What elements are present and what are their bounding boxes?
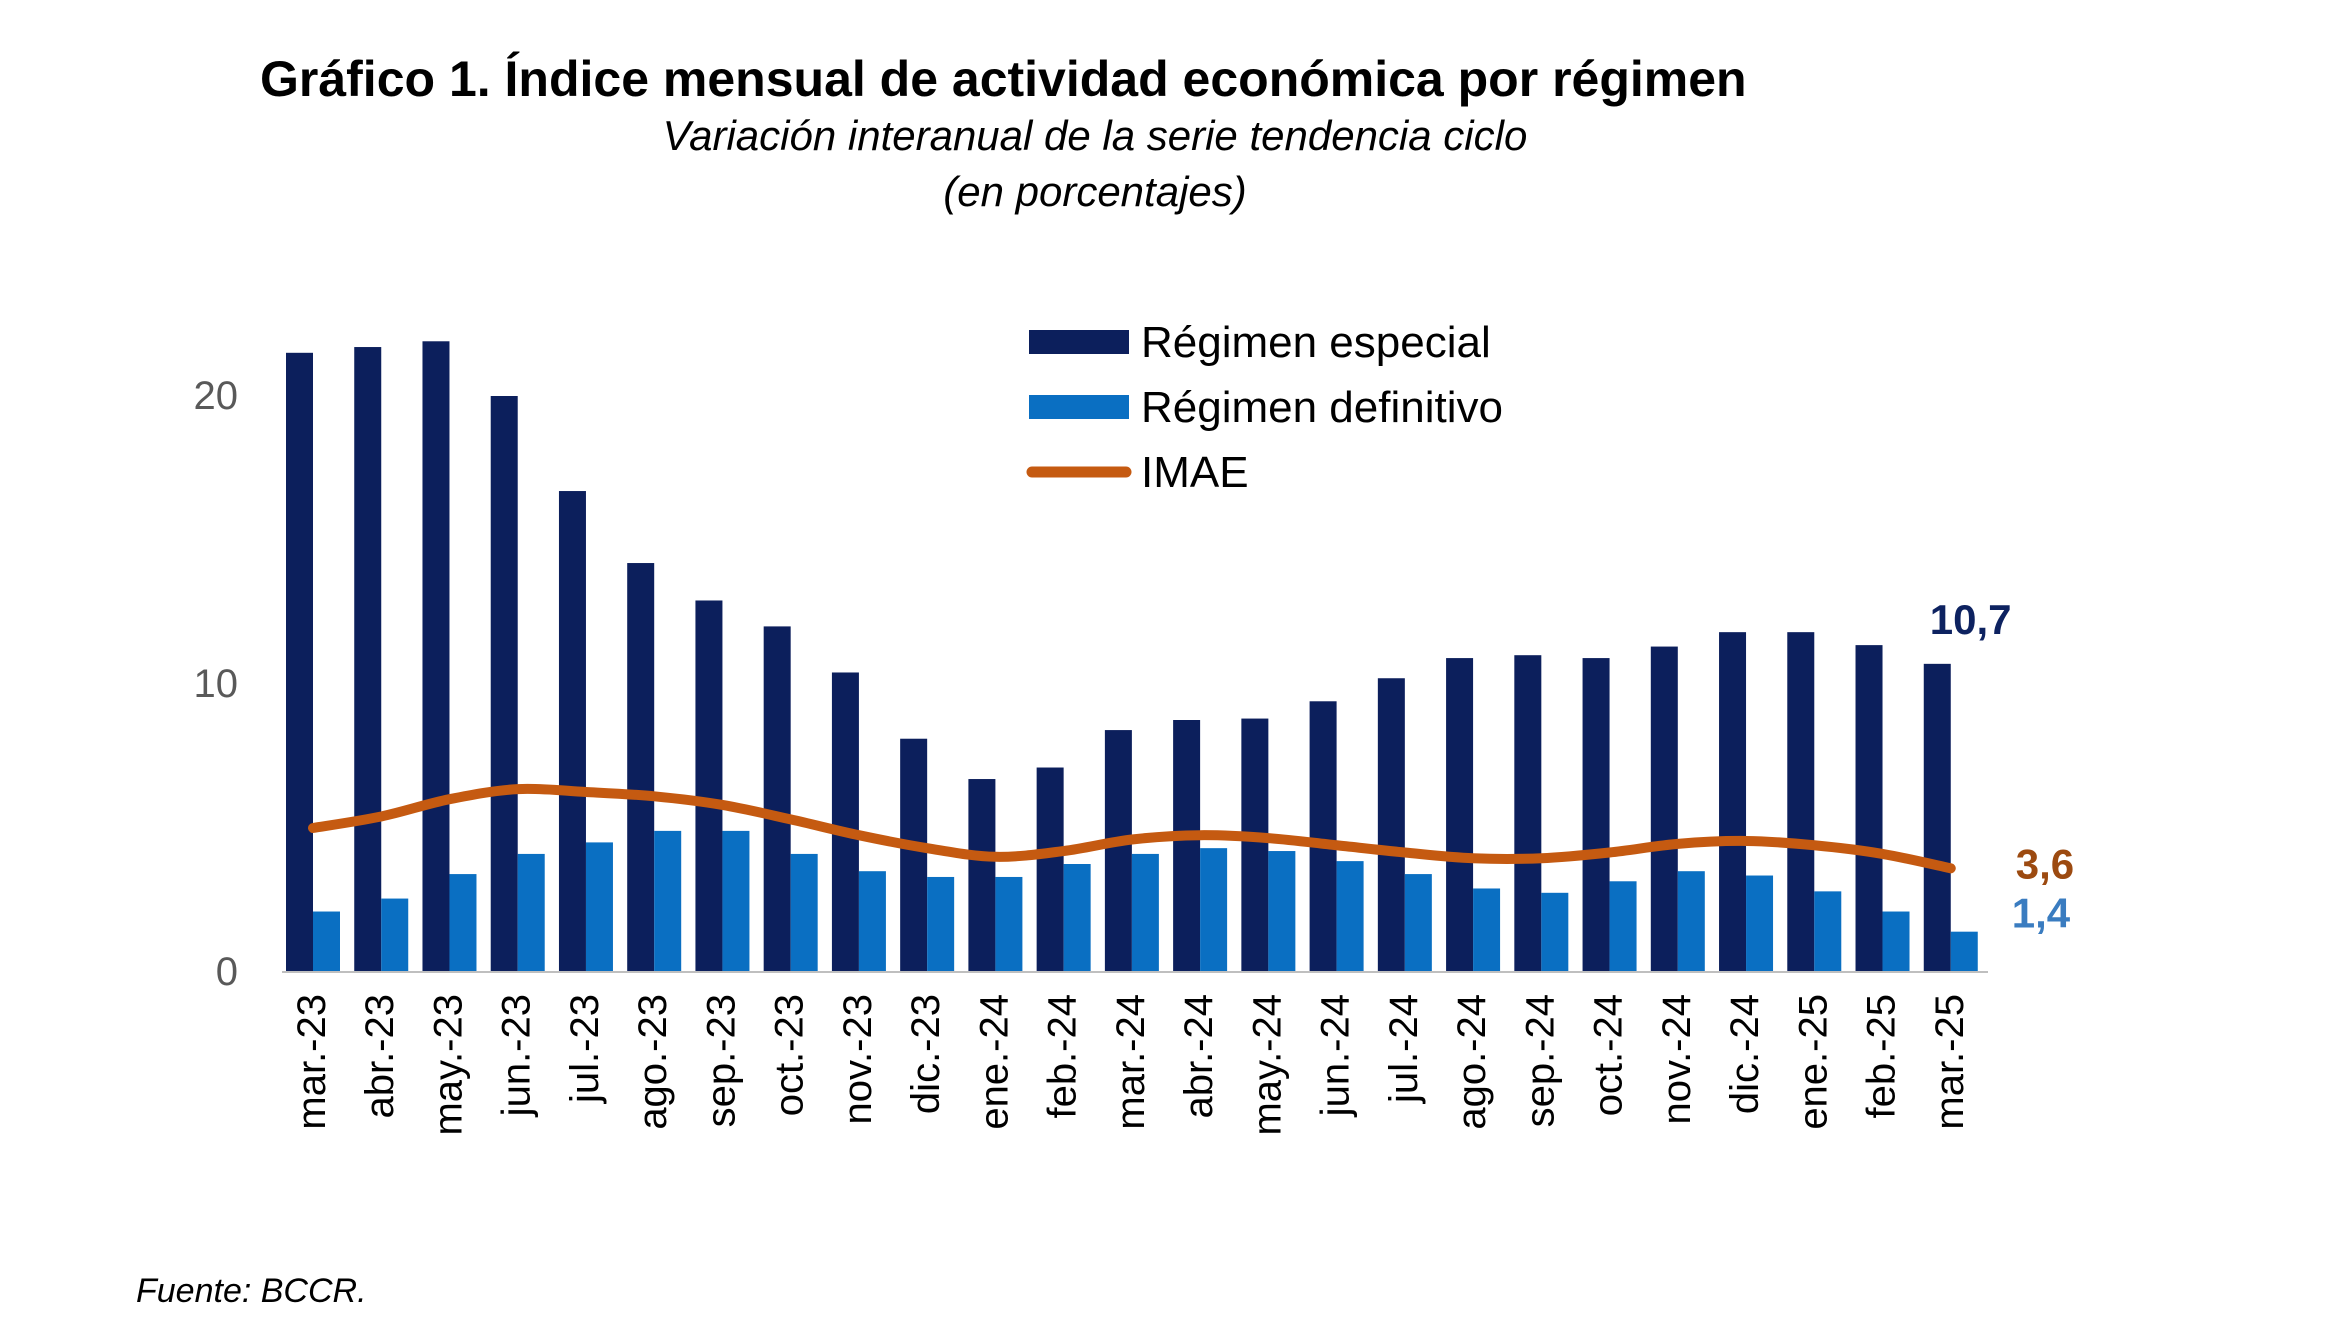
bar-regimen-definitivo	[1814, 891, 1842, 972]
x-tick-label: ene.-25	[1791, 994, 1835, 1130]
bar-regimen-especial	[900, 738, 928, 972]
line-imae	[308, 783, 1956, 874]
bar-regimen-especial	[695, 600, 723, 972]
x-tick-label: oct.-23	[768, 994, 812, 1116]
bar-regimen-especial	[1309, 701, 1337, 972]
x-tick-label: dic.-24	[1723, 994, 1767, 1114]
x-tick-label: jul.-23	[563, 994, 607, 1104]
x-tick-label: abr.-24	[1177, 994, 1221, 1119]
y-tick-label: 0	[216, 950, 238, 994]
bar-regimen-definitivo	[585, 842, 613, 972]
bar-regimen-especial	[558, 491, 586, 972]
bar-regimen-definitivo	[1336, 861, 1364, 972]
bar-regimen-especial	[1787, 632, 1815, 972]
bar-regimen-definitivo	[1131, 853, 1159, 972]
bar-regimen-definitivo	[790, 853, 818, 972]
bar-regimen-especial	[1855, 645, 1883, 972]
y-tick-label: 10	[194, 662, 239, 706]
bar-regimen-definitivo	[654, 830, 682, 972]
legend-swatch	[1029, 395, 1129, 419]
bar-regimen-definitivo	[1473, 888, 1501, 972]
x-tick-label: sep.-23	[699, 994, 743, 1127]
bar-regimen-especial	[1036, 767, 1064, 972]
data-label-imae: 3,6	[2016, 840, 2074, 887]
bar-regimen-especial	[1377, 678, 1405, 972]
bar-regimen-especial	[354, 347, 382, 972]
bar-regimen-especial	[1719, 632, 1747, 972]
x-tick-label: ago.-24	[1450, 994, 1494, 1130]
bar-regimen-definitivo	[722, 830, 750, 972]
x-tick-label: oct.-24	[1587, 994, 1631, 1116]
bar-regimen-especial	[1650, 646, 1678, 972]
bar-regimen-definitivo	[927, 876, 955, 972]
x-tick-label: dic.-23	[904, 994, 948, 1114]
x-tick-label: jul.-24	[1382, 994, 1426, 1104]
x-tick-label: jun.-23	[495, 994, 539, 1117]
x-tick-label: feb.-25	[1860, 994, 1904, 1119]
bar-regimen-definitivo	[858, 871, 886, 972]
x-tick-label: may.-24	[1245, 994, 1289, 1136]
legend-label: IMAE	[1141, 448, 1249, 497]
y-tick-label: 20	[194, 374, 239, 418]
legend-label: Régimen definitivo	[1141, 383, 1503, 432]
x-tick-label: nov.-23	[836, 994, 880, 1124]
bar-regimen-definitivo	[517, 853, 545, 972]
chart-source: Fuente: BCCR.	[136, 1272, 367, 1310]
bar-regimen-especial	[763, 626, 791, 972]
bar-regimen-especial	[968, 779, 996, 972]
x-tick-label: nov.-24	[1655, 994, 1699, 1124]
bar-regimen-definitivo	[1882, 911, 1910, 972]
bar-regimen-especial	[1104, 730, 1132, 972]
bar-regimen-especial	[1582, 658, 1610, 972]
x-tick-label: ene.-24	[972, 994, 1016, 1130]
bar-regimen-definitivo	[313, 911, 340, 972]
bar-regimen-especial	[422, 341, 450, 972]
data-label-regimen-especial: 10,7	[1930, 596, 2012, 643]
bar-regimen-especial	[490, 396, 518, 972]
bar-regimen-especial	[1923, 663, 1951, 972]
x-tick-label: ago.-23	[631, 994, 675, 1130]
chart-subtitle: Variación interanual de la serie tendenc…	[662, 112, 1528, 159]
bar-regimen-definitivo	[1677, 871, 1705, 972]
bar-regimen-definitivo	[1063, 864, 1091, 972]
bar-regimen-especial	[627, 563, 655, 972]
bar-regimen-definitivo	[995, 876, 1023, 972]
legend-swatch	[1029, 330, 1129, 354]
chart-subtitle-units: (en porcentajes)	[943, 168, 1247, 215]
bar-regimen-especial	[1514, 655, 1542, 972]
bar-regimen-definitivo	[1200, 848, 1228, 972]
bar-regimen-definitivo	[1950, 931, 1978, 972]
x-tick-label: feb.-24	[1041, 994, 1085, 1119]
bar-regimen-especial	[1446, 658, 1474, 972]
bar-regimen-especial	[831, 672, 859, 972]
x-tick-label: mar.-24	[1109, 994, 1153, 1130]
x-tick-label: may.-23	[426, 994, 470, 1136]
x-tick-label: mar.-25	[1928, 994, 1972, 1130]
legend-label: Régimen especial	[1141, 318, 1491, 367]
bar-regimen-definitivo	[449, 874, 477, 972]
bar-regimen-definitivo	[1541, 892, 1569, 972]
x-tick-label: abr.-23	[358, 994, 402, 1119]
bar-regimen-definitivo	[1404, 874, 1432, 972]
bar-regimen-definitivo	[1609, 881, 1637, 972]
bar-regimen-definitivo	[381, 898, 409, 972]
bar-regimen-definitivo	[1268, 851, 1296, 972]
bar-regimen-especial	[1241, 718, 1269, 972]
data-label-regimen-definitivo: 1,4	[2012, 890, 2071, 937]
bar-regimen-definitivo	[1746, 875, 1774, 972]
x-tick-label: mar.-23	[290, 994, 334, 1130]
bar-regimen-especial	[286, 352, 313, 972]
x-tick-label: jun.-24	[1314, 994, 1358, 1117]
chart-title: Gráfico 1. Índice mensual de actividad e…	[260, 51, 1747, 107]
bar-regimen-especial	[1173, 720, 1201, 972]
x-tick-label: sep.-24	[1518, 994, 1562, 1127]
